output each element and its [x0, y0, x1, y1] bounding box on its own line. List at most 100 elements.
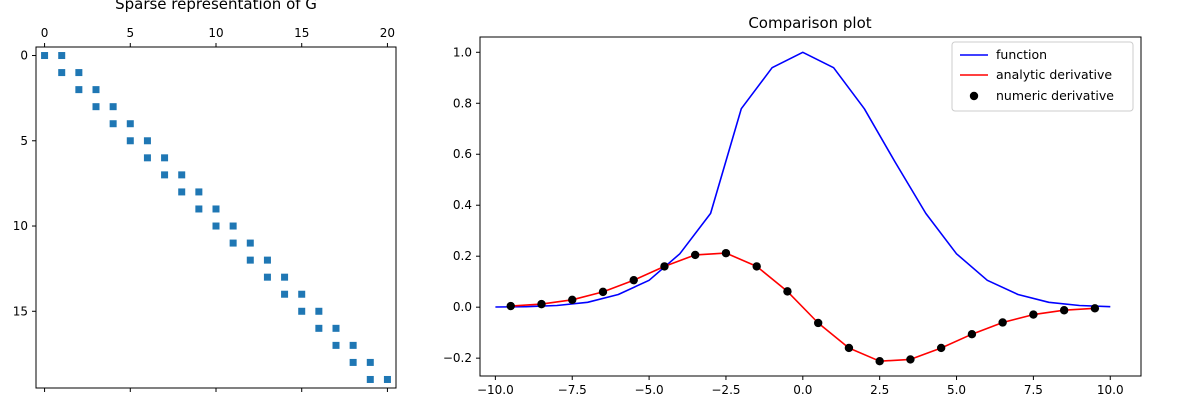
numeric-derivative-point — [537, 299, 546, 309]
sparse-nonzero-marker — [178, 188, 186, 196]
numeric-derivative-point — [906, 355, 915, 364]
sparse-nonzero-marker — [281, 273, 289, 281]
sparse-nonzero-marker — [246, 256, 254, 264]
comparison-chart-x-ticks: −10.0 −7.5 −5.0 −2.5 0.0 2.5 5.0 7.5 10.0 — [477, 376, 1124, 397]
comparison-x-tick-label: −2.5 — [711, 383, 740, 397]
numeric-derivative-point — [813, 318, 823, 328]
comparison-chart-frame — [479, 36, 1142, 377]
sparse-nonzero-marker — [195, 188, 203, 196]
sparse-nonzero-marker — [143, 154, 151, 162]
sparse-nonzero-marker — [92, 86, 100, 94]
sparse-nonzero-marker — [126, 137, 134, 145]
comparison-x-tick-label: 0.0 — [793, 383, 812, 397]
sparse-nonzero-marker — [332, 324, 340, 332]
comparison-x-tick-label: 7.5 — [1024, 383, 1043, 397]
numeric-derivative-point — [844, 343, 854, 353]
comparison-y-tick-label: 0.8 — [453, 96, 472, 110]
sparse-nonzero-marker — [281, 290, 289, 298]
legend-numeric-swatch — [969, 91, 979, 101]
sparse-chart-frame — [35, 46, 397, 389]
comparison-y-tick-label: 0.0 — [453, 300, 472, 314]
numeric-derivative-point — [967, 329, 977, 339]
sparse-x-tick-label: 5 — [126, 26, 134, 40]
function-line — [495, 51, 1111, 308]
sparse-nonzero-marker — [298, 307, 306, 315]
sparse-nonzero-marker — [109, 120, 117, 128]
comparison-x-tick-label: −7.5 — [558, 383, 587, 397]
sparse-nonzero-marker — [109, 103, 117, 111]
comparison-y-tick-label: 0.4 — [453, 198, 472, 212]
comparison-y-tick-label: 0.6 — [453, 147, 472, 161]
sparse-y-tick-label: 10 — [13, 219, 28, 233]
sparse-nonzero-marker — [298, 290, 306, 298]
numeric-derivative-point — [936, 343, 946, 353]
sparse-nonzero-marker — [366, 358, 374, 366]
comparison-x-tick-label: −10.0 — [477, 383, 514, 397]
sparse-nonzero-marker — [212, 222, 220, 230]
sparse-nonzero-marker — [349, 341, 357, 349]
numeric-derivative-point — [660, 262, 669, 271]
numeric-derivative-point — [783, 287, 792, 296]
sparse-nonzero-marker — [246, 239, 254, 247]
numeric-derivative-point — [875, 357, 884, 366]
sparse-nonzero-marker — [349, 358, 357, 366]
sparse-nonzero-marker — [75, 86, 83, 94]
numeric-derivative-point — [1059, 306, 1069, 315]
sparse-chart: Sparse representation of G 0 5 10 15 20 0 5 10… — [13, 0, 397, 392]
sparse-nonzero-marker — [143, 137, 151, 145]
sparse-nonzero-marker — [263, 256, 271, 264]
comparison-x-tick-label: −5.0 — [635, 383, 664, 397]
numeric-derivative-point — [752, 262, 761, 271]
legend-box — [951, 41, 1134, 112]
sparse-nonzero-marker — [366, 375, 374, 383]
sparse-x-tick-label: 20 — [380, 26, 395, 40]
numeric-derivative-point — [691, 250, 700, 260]
sparse-chart-title: Sparse representation of G — [115, 0, 317, 13]
comparison-y-tick-label: 1.0 — [453, 45, 472, 59]
sparse-x-tick-label: 10 — [208, 26, 223, 40]
sparse-chart-x-ticks: 0 5 10 15 20 — [41, 26, 395, 392]
sparse-nonzero-marker — [229, 239, 237, 247]
numeric-derivative-point — [1029, 310, 1038, 319]
sparse-nonzero-marker — [332, 341, 340, 349]
sparse-nonzero-marker — [195, 205, 203, 213]
sparse-y-tick-label: 5 — [20, 134, 28, 148]
sparse-nonzero-marker — [161, 154, 169, 162]
numeric-derivative-point — [568, 295, 577, 304]
comparison-x-tick-label: 10.0 — [1097, 383, 1124, 397]
sparse-nonzero-marker — [58, 69, 66, 77]
sparse-nonzero-marker — [92, 103, 100, 111]
sparse-x-tick-label: 0 — [41, 26, 49, 40]
numeric-derivative-point — [1090, 304, 1100, 313]
comparison-x-tick-label: 2.5 — [870, 383, 889, 397]
comparison-y-tick-label: 0.2 — [453, 249, 472, 263]
sparse-chart-marks — [41, 52, 391, 383]
sparse-nonzero-marker — [383, 375, 391, 383]
sparse-chart-y-ticks: 0 5 10 15 — [13, 49, 36, 318]
sparse-nonzero-marker — [315, 324, 323, 332]
legend-numeric-label: numeric derivative — [996, 88, 1114, 103]
sparse-nonzero-marker — [263, 273, 271, 281]
analytic-derivative-line — [510, 252, 1095, 363]
legend-function-label: function — [996, 47, 1047, 62]
legend-analytic-label: analytic derivative — [996, 67, 1112, 82]
sparse-nonzero-marker — [212, 205, 220, 213]
comparison-chart-series — [495, 51, 1111, 366]
sparse-nonzero-marker — [315, 307, 323, 315]
sparse-nonzero-marker — [58, 52, 66, 60]
numeric-derivative-point — [506, 301, 515, 311]
numeric-derivative-point — [721, 248, 731, 258]
sparse-nonzero-marker — [229, 222, 237, 230]
comparison-chart-y-ticks: −0.2 0.0 0.2 0.4 0.6 0.8 1.0 — [443, 45, 480, 365]
comparison-x-tick-label: 5.0 — [947, 383, 966, 397]
sparse-nonzero-marker — [178, 171, 186, 179]
sparse-nonzero-marker — [75, 69, 83, 77]
sparse-nonzero-marker — [126, 120, 134, 128]
sparse-nonzero-marker — [41, 52, 49, 60]
sparse-x-tick-label: 15 — [294, 26, 309, 40]
legend: function analytic derivative numeric der… — [951, 41, 1134, 112]
numeric-derivative-point — [629, 275, 638, 285]
comparison-chart: Comparison plot −10.0 −7.5 −5.0 −2.5 0.0 2.5 5… — [443, 14, 1142, 397]
comparison-chart-title: Comparison plot — [748, 14, 871, 32]
